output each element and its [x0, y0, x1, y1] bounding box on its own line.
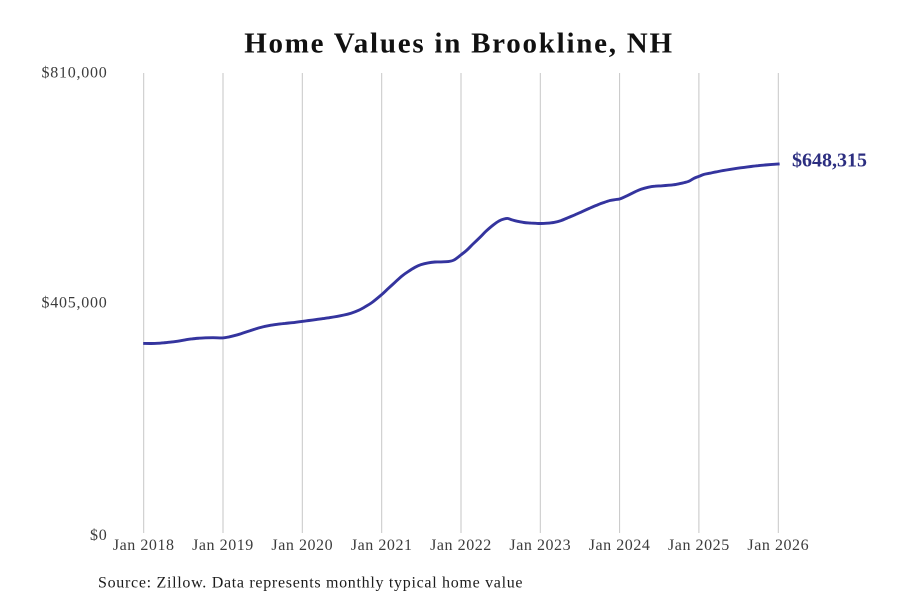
svg-text:Jan 2022: Jan 2022 — [430, 537, 492, 554]
svg-text:Jan 2024: Jan 2024 — [589, 537, 651, 554]
svg-text:$810,000: $810,000 — [42, 65, 108, 82]
svg-text:Jan 2023: Jan 2023 — [509, 537, 571, 554]
svg-text:Jan 2020: Jan 2020 — [271, 537, 333, 554]
svg-text:Jan 2021: Jan 2021 — [351, 537, 413, 554]
svg-text:Home Values in Brookline, NH: Home Values in Brookline, NH — [244, 28, 674, 60]
svg-text:Jan 2025: Jan 2025 — [668, 537, 730, 554]
svg-text:Jan 2026: Jan 2026 — [747, 537, 809, 554]
svg-text:Jan 2018: Jan 2018 — [113, 537, 175, 554]
svg-text:$405,000: $405,000 — [42, 295, 108, 312]
svg-text:Source: Zillow. Data represent: Source: Zillow. Data represents monthly … — [98, 575, 523, 592]
svg-text:$648,315: $648,315 — [792, 150, 867, 172]
svg-text:Jan 2019: Jan 2019 — [192, 537, 254, 554]
svg-text:$0: $0 — [90, 527, 108, 544]
